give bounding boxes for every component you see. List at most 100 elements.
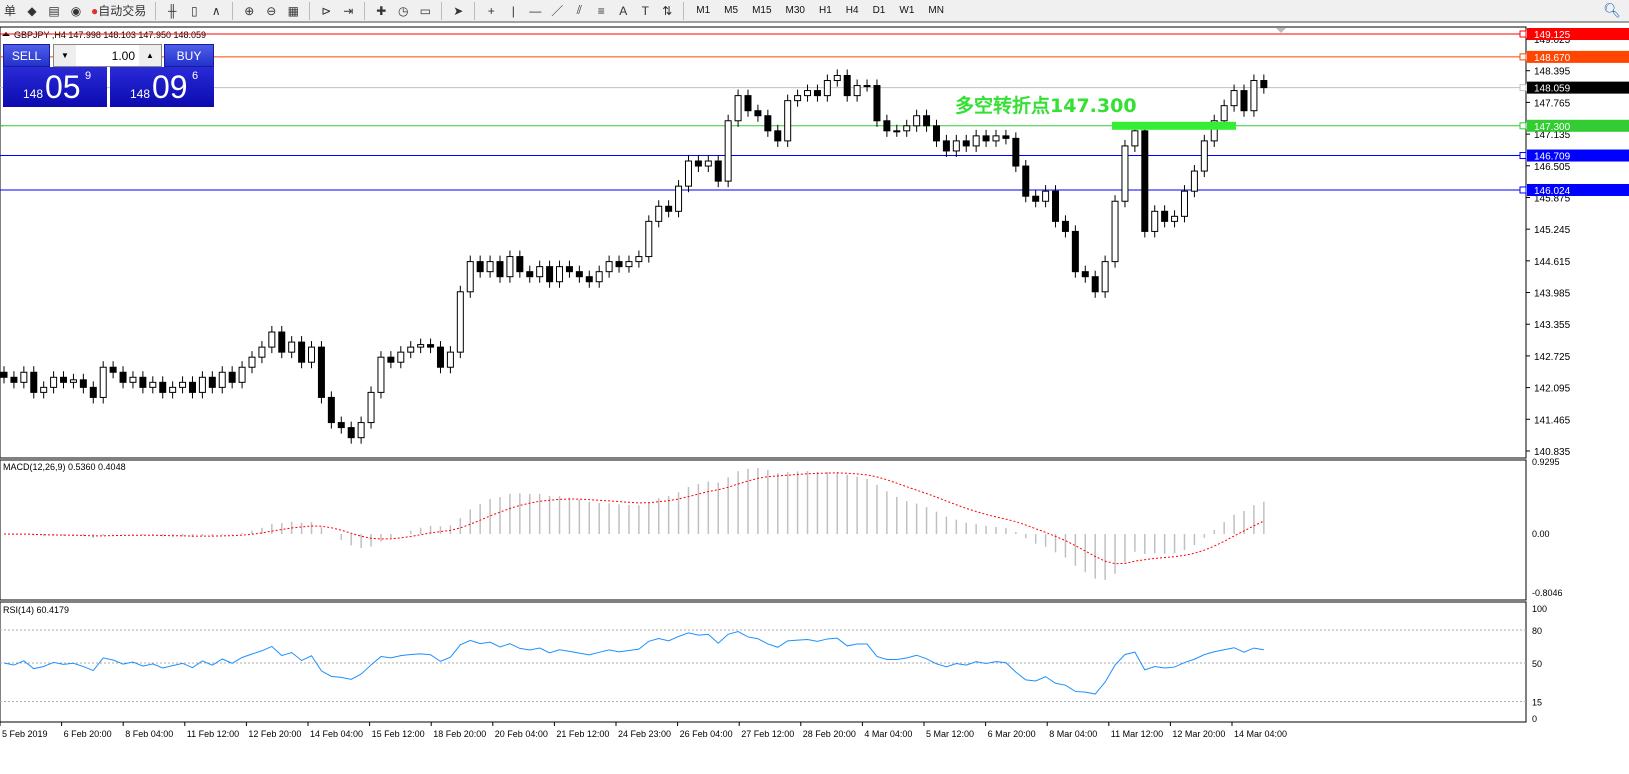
candle	[873, 85, 881, 122]
tile-windows-icon[interactable]: ▦	[287, 3, 299, 18]
autoscroll-icon[interactable]: ⇥	[343, 3, 354, 18]
x-tick-label: 21 Feb 12:00	[556, 729, 609, 739]
timeframe-h1[interactable]: H1	[818, 5, 832, 16]
rsi-tick-label: 100	[1532, 604, 1547, 614]
y-tick-label: 147.765	[1534, 98, 1571, 109]
candle	[268, 331, 276, 348]
candle	[169, 386, 177, 393]
candle	[327, 396, 335, 424]
candle	[1071, 230, 1079, 273]
candle	[357, 422, 365, 439]
candle	[1002, 135, 1010, 139]
lot-size-input[interactable]: ▼ 1.00 ▲	[53, 44, 162, 67]
candle	[923, 115, 931, 127]
timeframe-w1[interactable]: W1	[899, 5, 915, 16]
candle	[506, 256, 514, 278]
timeframe-m5[interactable]: M5	[724, 5, 739, 16]
line-chart-icon[interactable]: ∧	[211, 3, 221, 18]
vertical-line-icon[interactable]: |	[511, 3, 515, 18]
timeframe-mn[interactable]: MN	[928, 5, 944, 16]
toolbar-separator	[474, 1, 476, 20]
orders-menu-fragment[interactable]: 单	[0, 1, 20, 21]
candle	[99, 366, 107, 398]
trendline-icon[interactable]: ／	[551, 4, 564, 18]
candle	[1250, 80, 1258, 112]
candle	[635, 256, 643, 263]
zoom-in-icon[interactable]: ⊕	[244, 3, 255, 18]
candle	[337, 422, 345, 429]
chart-shift-icon[interactable]: ⊳	[321, 3, 332, 18]
buy-price[interactable]: 148 09 6	[110, 67, 214, 107]
candle	[198, 376, 206, 393]
candle	[556, 266, 564, 283]
y-tick-label: 144.615	[1534, 257, 1571, 268]
arrows-icon[interactable]: ⇅	[662, 3, 673, 18]
data-window-icon[interactable]: ▤	[48, 3, 60, 18]
candle	[1260, 80, 1268, 89]
candle	[1190, 170, 1198, 192]
auto-trading-button-label: 自动交易	[98, 4, 147, 18]
market-watch-icon[interactable]: ◆	[27, 3, 37, 18]
timeframe-m15[interactable]: M15	[752, 5, 772, 16]
horizontal-line-icon[interactable]: —	[529, 3, 542, 18]
price-level-label: 148.059	[1534, 84, 1571, 95]
indicators-icon[interactable]: ✚	[376, 3, 387, 18]
lot-decrease-button[interactable]: ▼	[54, 45, 76, 66]
candle	[1101, 261, 1109, 293]
candle	[466, 261, 474, 293]
candle	[278, 331, 286, 353]
buy-button[interactable]: BUY	[164, 44, 214, 67]
candle	[972, 135, 980, 147]
price-level-badge	[1527, 50, 1629, 63]
price-level-label: 149.125	[1534, 30, 1571, 41]
bar-chart-icon[interactable]: ╫	[168, 3, 177, 18]
x-tick-label: 8 Feb 04:00	[125, 729, 173, 739]
search-icon[interactable]: 🔍︎	[1603, 2, 1621, 18]
candle	[734, 95, 742, 122]
candle	[238, 366, 246, 383]
auto-trading-button[interactable]: ● 自动交易	[88, 1, 149, 21]
x-tick-label: 26 Feb 04:00	[680, 729, 733, 739]
candle	[675, 185, 683, 212]
sell-button[interactable]: SELL	[3, 44, 50, 67]
chart-area[interactable]: GBPJPY ,H4 147.998 148.103 147.950 148.0…	[0, 25, 1629, 774]
lot-value[interactable]: 1.00	[111, 48, 135, 63]
periods-clock-icon[interactable]: ◷	[398, 3, 409, 18]
text-icon[interactable]: A	[613, 1, 633, 21]
candle	[248, 356, 256, 368]
candle	[962, 140, 970, 147]
candle	[536, 266, 544, 278]
candle	[486, 261, 494, 273]
y-tick-label: 145.245	[1534, 225, 1571, 236]
fibonacci-icon[interactable]: ≡	[597, 3, 605, 18]
timeframe-h4[interactable]: H4	[845, 5, 859, 16]
crosshair-icon[interactable]: +	[487, 3, 495, 18]
candle	[40, 386, 48, 393]
sell-price-main: 05	[45, 69, 81, 105]
timeframe-m1[interactable]: M1	[696, 5, 711, 16]
templates-icon[interactable]: ▭	[419, 3, 431, 18]
candle	[516, 256, 524, 273]
text-label-icon[interactable]: T	[635, 1, 655, 21]
rsi-pane	[0, 601, 1527, 723]
buy-price-main: 09	[152, 69, 188, 105]
price-level-label: 146.024	[1534, 186, 1571, 197]
equidistant-channel-icon[interactable]: ⫽	[576, 3, 582, 17]
sell-price[interactable]: 148 05 9	[3, 67, 107, 107]
zoom-out-icon[interactable]: ⊖	[266, 3, 277, 18]
candle	[1111, 200, 1119, 263]
lot-increase-button[interactable]: ▲	[139, 45, 161, 66]
candlestick-chart-icon[interactable]: ▯	[190, 3, 198, 18]
candle	[724, 120, 732, 182]
candle	[942, 140, 950, 152]
x-tick-label: 11 Mar 12:00	[1111, 729, 1163, 739]
timeframe-d1[interactable]: D1	[872, 5, 886, 16]
cursor-icon[interactable]: ➤	[453, 3, 464, 18]
candle	[188, 381, 196, 393]
candle	[367, 391, 375, 424]
timeframe-m30[interactable]: M30	[785, 5, 805, 16]
candle	[1180, 190, 1188, 217]
signals-icon[interactable]: ◉	[70, 3, 82, 18]
candle	[665, 205, 673, 212]
x-tick-label: 14 Feb 04:00	[310, 729, 363, 739]
